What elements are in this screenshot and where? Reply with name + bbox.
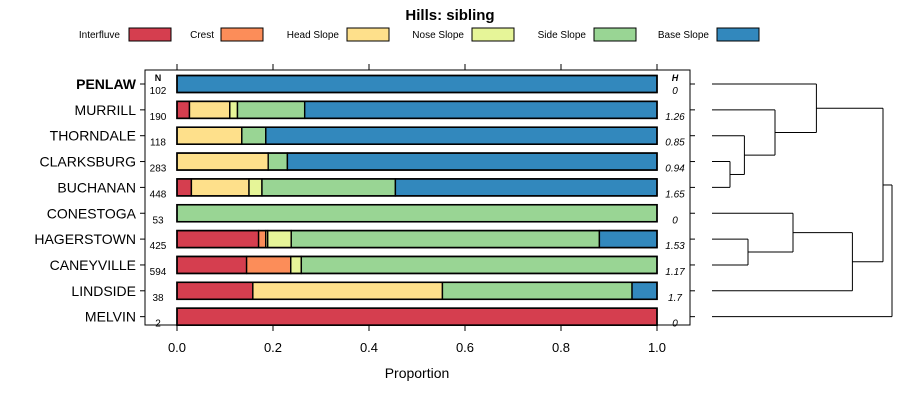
- x-tick-label: 0.0: [168, 340, 186, 355]
- category-label: MELVIN: [85, 309, 136, 325]
- legend-label: Nose Slope: [412, 30, 464, 41]
- bar-segment: [176, 307, 658, 326]
- bar-segment: [245, 255, 292, 275]
- category-label: BUCHANAN: [57, 179, 136, 195]
- bar-segment: [394, 178, 658, 197]
- h-value: 0: [672, 319, 678, 330]
- n-value: 448: [150, 189, 167, 200]
- x-axis-label: Proportion: [385, 365, 450, 381]
- bar-segment: [241, 126, 267, 145]
- bar-segment: [267, 229, 292, 249]
- legend-swatch: [346, 27, 390, 42]
- x-tick-label: 0.6: [456, 340, 474, 355]
- bar-segment: [236, 100, 306, 120]
- h-column-header: H: [672, 73, 679, 83]
- legend-label: Head Slope: [287, 30, 340, 41]
- bar-segment: [290, 229, 601, 249]
- legend-swatch: [128, 27, 172, 42]
- bar-segment: [176, 152, 269, 171]
- bar-segment: [261, 178, 397, 197]
- h-value: 1.26: [665, 112, 685, 123]
- bar-segment: [286, 152, 658, 171]
- n-value: 102: [150, 86, 167, 97]
- legend-label: Side Slope: [538, 30, 587, 41]
- category-label: CLARKSBURG: [40, 154, 136, 170]
- category-label: CANEYVILLE: [50, 257, 136, 273]
- bar-outline: [176, 100, 658, 120]
- bar-segment: [176, 100, 191, 120]
- n-value: 190: [150, 112, 167, 123]
- category-label: CONESTOGA: [47, 205, 137, 221]
- h-value: 0.85: [665, 138, 685, 149]
- n-value: 38: [152, 293, 164, 304]
- legend-label: Base Slope: [658, 30, 710, 41]
- bar-segment: [267, 152, 289, 171]
- category-label: LINDSIDE: [71, 283, 136, 299]
- x-tick-label: 0.8: [552, 340, 570, 355]
- bar-segment: [303, 100, 658, 120]
- h-value: 0: [672, 86, 678, 97]
- bar-outline: [176, 307, 658, 326]
- bar-outline: [176, 203, 658, 223]
- bar-segment: [176, 178, 193, 197]
- legend-swatch: [220, 27, 264, 42]
- n-value: 425: [150, 241, 167, 252]
- bar-outline: [176, 255, 658, 275]
- bar-segment: [598, 229, 658, 249]
- x-tick-label: 0.2: [264, 340, 282, 355]
- plot-area: N H 0.0 0.2 0.4 0.6 0.8 1.0 PENLAW 102 0 MURRILL 190…: [34, 64, 695, 355]
- bar-outline: [176, 178, 658, 197]
- category-label: THORNDALE: [50, 128, 136, 144]
- legend-swatch: [593, 27, 637, 42]
- x-tick-label: 0.4: [360, 340, 378, 355]
- bar-segment: [190, 178, 250, 197]
- bar-segment: [176, 126, 243, 145]
- legend-label: Crest: [190, 30, 214, 41]
- bar-segment: [257, 229, 267, 249]
- h-value: 1.53: [665, 241, 685, 252]
- bar-segment: [176, 229, 260, 249]
- bar-outline: [176, 74, 658, 94]
- n-value: 118: [150, 138, 166, 149]
- bar-outline: [176, 152, 658, 171]
- h-value: 1.65: [665, 189, 685, 200]
- bar-segment: [441, 281, 633, 300]
- h-value: 1.7: [668, 293, 682, 304]
- bar-segment: [252, 281, 444, 300]
- bar-segment: [300, 255, 658, 275]
- chart-title: Hills: sibling: [405, 7, 494, 24]
- category-label: HAGERSTOWN: [34, 231, 136, 247]
- category-label: PENLAW: [76, 76, 137, 92]
- bar-segment: [265, 126, 658, 145]
- x-tick-label: 1.0: [648, 340, 666, 355]
- n-column-header: N: [155, 73, 162, 83]
- h-value: 1.17: [665, 267, 685, 278]
- n-value: 283: [150, 164, 167, 175]
- dendrogram: [712, 83, 893, 318]
- bar-outline: [176, 229, 658, 249]
- bar-outline: [176, 126, 658, 145]
- bar-segment: [188, 100, 231, 120]
- bar-outline: [176, 281, 658, 301]
- legend-label: Interfluve: [79, 30, 121, 41]
- legend-swatch: [471, 27, 515, 42]
- bar-segment: [290, 255, 303, 275]
- bar-segment: [176, 74, 658, 94]
- n-value: 594: [150, 267, 167, 278]
- category-label: MURRILL: [75, 102, 137, 118]
- bar-segment: [631, 281, 658, 300]
- bar-segment: [176, 281, 254, 300]
- bar-segment: [229, 100, 239, 120]
- h-value: 0.94: [665, 164, 685, 175]
- n-value: 2: [155, 319, 161, 330]
- bar-segment: [176, 255, 248, 275]
- legend-swatch: [716, 27, 760, 42]
- bar-segment: [248, 178, 263, 197]
- h-value: 0: [672, 215, 678, 226]
- bar-segment: [176, 204, 658, 223]
- n-value: 53: [152, 215, 164, 226]
- legend: Interfluve Crest Head Slope Nose Slope Side …: [79, 27, 760, 42]
